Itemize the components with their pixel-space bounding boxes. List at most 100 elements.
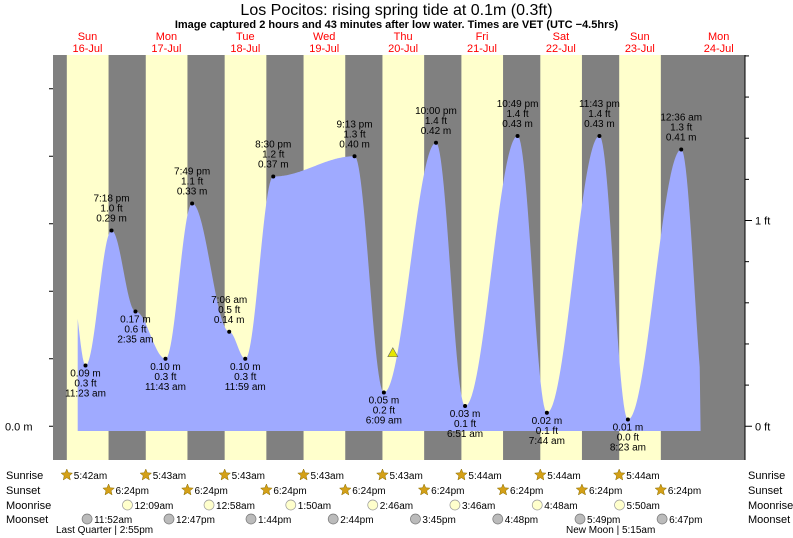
tide-event-label: 0.40 m <box>339 139 370 150</box>
tide-event-label: 0.10 m <box>230 362 261 373</box>
row-label-right: Moonrise <box>748 500 793 512</box>
tide-point <box>625 417 630 422</box>
moonrise-time: 2:46am <box>380 501 413 512</box>
moonset-time: 6:47pm <box>669 515 702 526</box>
tide-point <box>352 154 357 159</box>
tide-point <box>433 140 438 145</box>
sunrise-icon <box>376 468 389 481</box>
page-subtitle: Image captured 2 hours and 43 minutes af… <box>174 19 619 31</box>
moonrise-time: 5:50am <box>627 501 660 512</box>
row-label-right: Sunset <box>748 485 782 497</box>
current-tide-marker <box>387 347 399 358</box>
sunset-icon <box>102 483 115 496</box>
tide-event-label: 9:13 pm <box>336 119 372 130</box>
sunset-time: 6:24pm <box>668 486 701 497</box>
tide-event-label: 0.05 m <box>369 396 400 407</box>
moonset-icon <box>492 513 504 525</box>
tide-event-label: 11:23 am <box>65 389 106 400</box>
day-name-label: Sun <box>630 31 650 43</box>
tide-event-label: 11:59 am <box>225 382 266 393</box>
tide-event-label: 1.4 ft <box>506 109 528 120</box>
astro-rows: Sunrise Sunrise Sunset Sunset Moonrise Moonri… <box>6 468 793 536</box>
moonset-time: 5:49pm <box>587 515 620 526</box>
moonset-icon <box>245 513 257 525</box>
tide-event-label: 0.43 m <box>584 119 615 130</box>
moonrise-time: 12:58am <box>216 501 255 512</box>
sunset-time: 6:24pm <box>589 486 622 497</box>
sunset-time: 6:24pm <box>116 486 149 497</box>
row-label-left: Moonset <box>6 514 48 526</box>
left-axis-label: 0.0 m <box>5 421 33 433</box>
sunrise-icon <box>60 468 74 481</box>
day-name-label: Tue <box>236 31 255 43</box>
tide-event-label: 0.3 ft <box>74 379 96 390</box>
tide-point <box>515 134 520 138</box>
sunrise-time: 5:43am <box>153 471 186 482</box>
right-axis-label: 0 ft <box>755 421 770 433</box>
moonset-icon <box>81 513 93 525</box>
tide-event-label: 1.1 ft <box>181 177 203 188</box>
tide-event-label: 1.4 ft <box>425 116 447 127</box>
day-date-label: 16-Jul <box>73 43 103 55</box>
tide-event-label: 0.10 m <box>150 362 181 373</box>
day-date-label: 22-Jul <box>546 43 576 55</box>
tide-event-label: 12:36 am <box>660 113 702 124</box>
moonrise-time: 12:09am <box>134 501 173 512</box>
moonset-time: 1:44pm <box>258 515 291 526</box>
moonrise-icon <box>367 499 379 511</box>
moonrise-icon <box>614 499 625 511</box>
tide-point <box>597 134 602 138</box>
day-name-label: Sun <box>78 31 98 43</box>
moonset-icon <box>574 513 586 525</box>
day-name-label: Fri <box>476 31 489 43</box>
axes: 0.0 m 0 ft 1 ft <box>5 55 770 460</box>
moonrise-icon <box>285 499 297 511</box>
moonrise-time: 4:48am <box>544 501 577 512</box>
day-date-label: 20-Jul <box>388 43 418 55</box>
day-date-label: 24-Jul <box>704 43 734 55</box>
tide-event-label: 0.09 m <box>70 369 101 380</box>
tide-event-label: 6:09 am <box>366 416 402 427</box>
day-date-label: 18-Jul <box>230 43 260 55</box>
moon-phase-label: New Moon | 5:15am <box>566 525 655 536</box>
moonset-icon <box>656 513 668 525</box>
tide-point <box>544 410 549 415</box>
sunrise-time: 5:44am <box>468 471 501 482</box>
sunset-icon <box>575 483 589 496</box>
sunrise-time: 5:43am <box>311 471 344 482</box>
day-date-label: 21-Jul <box>467 43 497 55</box>
tide-event-label: 0.6 ft <box>124 325 146 336</box>
tide-event-label: 10:49 pm <box>497 99 539 110</box>
sunset-icon <box>259 483 273 496</box>
sunrise-icon <box>455 468 468 481</box>
day-name-label: Mon <box>708 31 729 43</box>
moonrise-time: 1:50am <box>298 501 331 512</box>
tide-event-label: 0.03 m <box>450 409 481 420</box>
tide-event-label: 8:30 pm <box>255 140 291 151</box>
tide-event-label: 0.17 m <box>120 315 151 326</box>
tide-event-label: 0.14 m <box>214 315 245 326</box>
tide-event-label: 0.3 ft <box>154 372 176 383</box>
tide-point <box>109 228 114 233</box>
tide-point <box>227 329 232 334</box>
sunrise-time: 5:43am <box>389 471 422 482</box>
sunrise-icon <box>218 468 232 481</box>
row-label-right: Sunrise <box>748 470 785 482</box>
sunset-time: 6:24pm <box>352 486 385 497</box>
sunrise-time: 5:44am <box>626 471 659 482</box>
sunset-time: 6:24pm <box>273 486 306 497</box>
day-name-label: Mon <box>156 31 177 43</box>
sunset-icon <box>338 483 352 496</box>
sunrise-icon <box>533 468 547 481</box>
moonset-time: 4:48pm <box>505 515 538 526</box>
moonrise-time: 3:46am <box>462 501 495 512</box>
tide-event-label: 11:43 pm <box>579 99 620 110</box>
row-label-left: Sunset <box>6 485 40 497</box>
moonset-time: 12:47pm <box>176 515 215 526</box>
tide-event-label: 0.41 m <box>666 133 697 144</box>
sunset-time: 6:24pm <box>431 486 464 497</box>
tide-event-label: 1.3 ft <box>343 129 365 140</box>
tide-point <box>271 174 276 179</box>
